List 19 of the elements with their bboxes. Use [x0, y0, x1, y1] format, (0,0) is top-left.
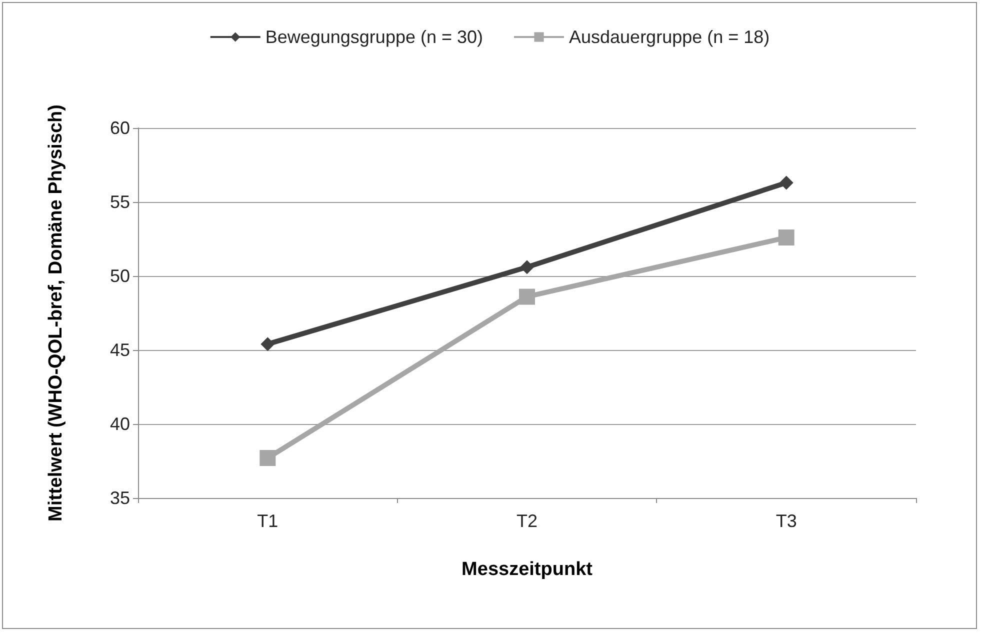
- y-tick-label: 35: [110, 488, 130, 508]
- x-axis-title: Messzeitpunkt: [462, 559, 594, 580]
- point: [778, 230, 794, 246]
- x-tick-label: T1: [257, 511, 278, 531]
- y-tick-label: 55: [110, 192, 130, 212]
- y-tick-label: 45: [110, 340, 130, 360]
- point: [260, 450, 276, 466]
- x-tick-label: T2: [516, 511, 538, 531]
- point: [519, 288, 535, 305]
- legend-label: Ausdauergruppe (n = 18): [569, 27, 770, 47]
- y-tick-label: 60: [110, 118, 130, 138]
- y-tick-label: 50: [110, 266, 130, 286]
- y-tick-label: 40: [110, 414, 130, 434]
- legend-label: Bewegungsgruppe (n = 30): [265, 27, 484, 47]
- point: [520, 260, 534, 274]
- point: [260, 337, 275, 352]
- y-axis-title: Mittelwert (WHO-QOL-bref, Domäne Physisch): [46, 104, 66, 522]
- point: [779, 176, 794, 190]
- x-tick-label: T3: [776, 511, 797, 531]
